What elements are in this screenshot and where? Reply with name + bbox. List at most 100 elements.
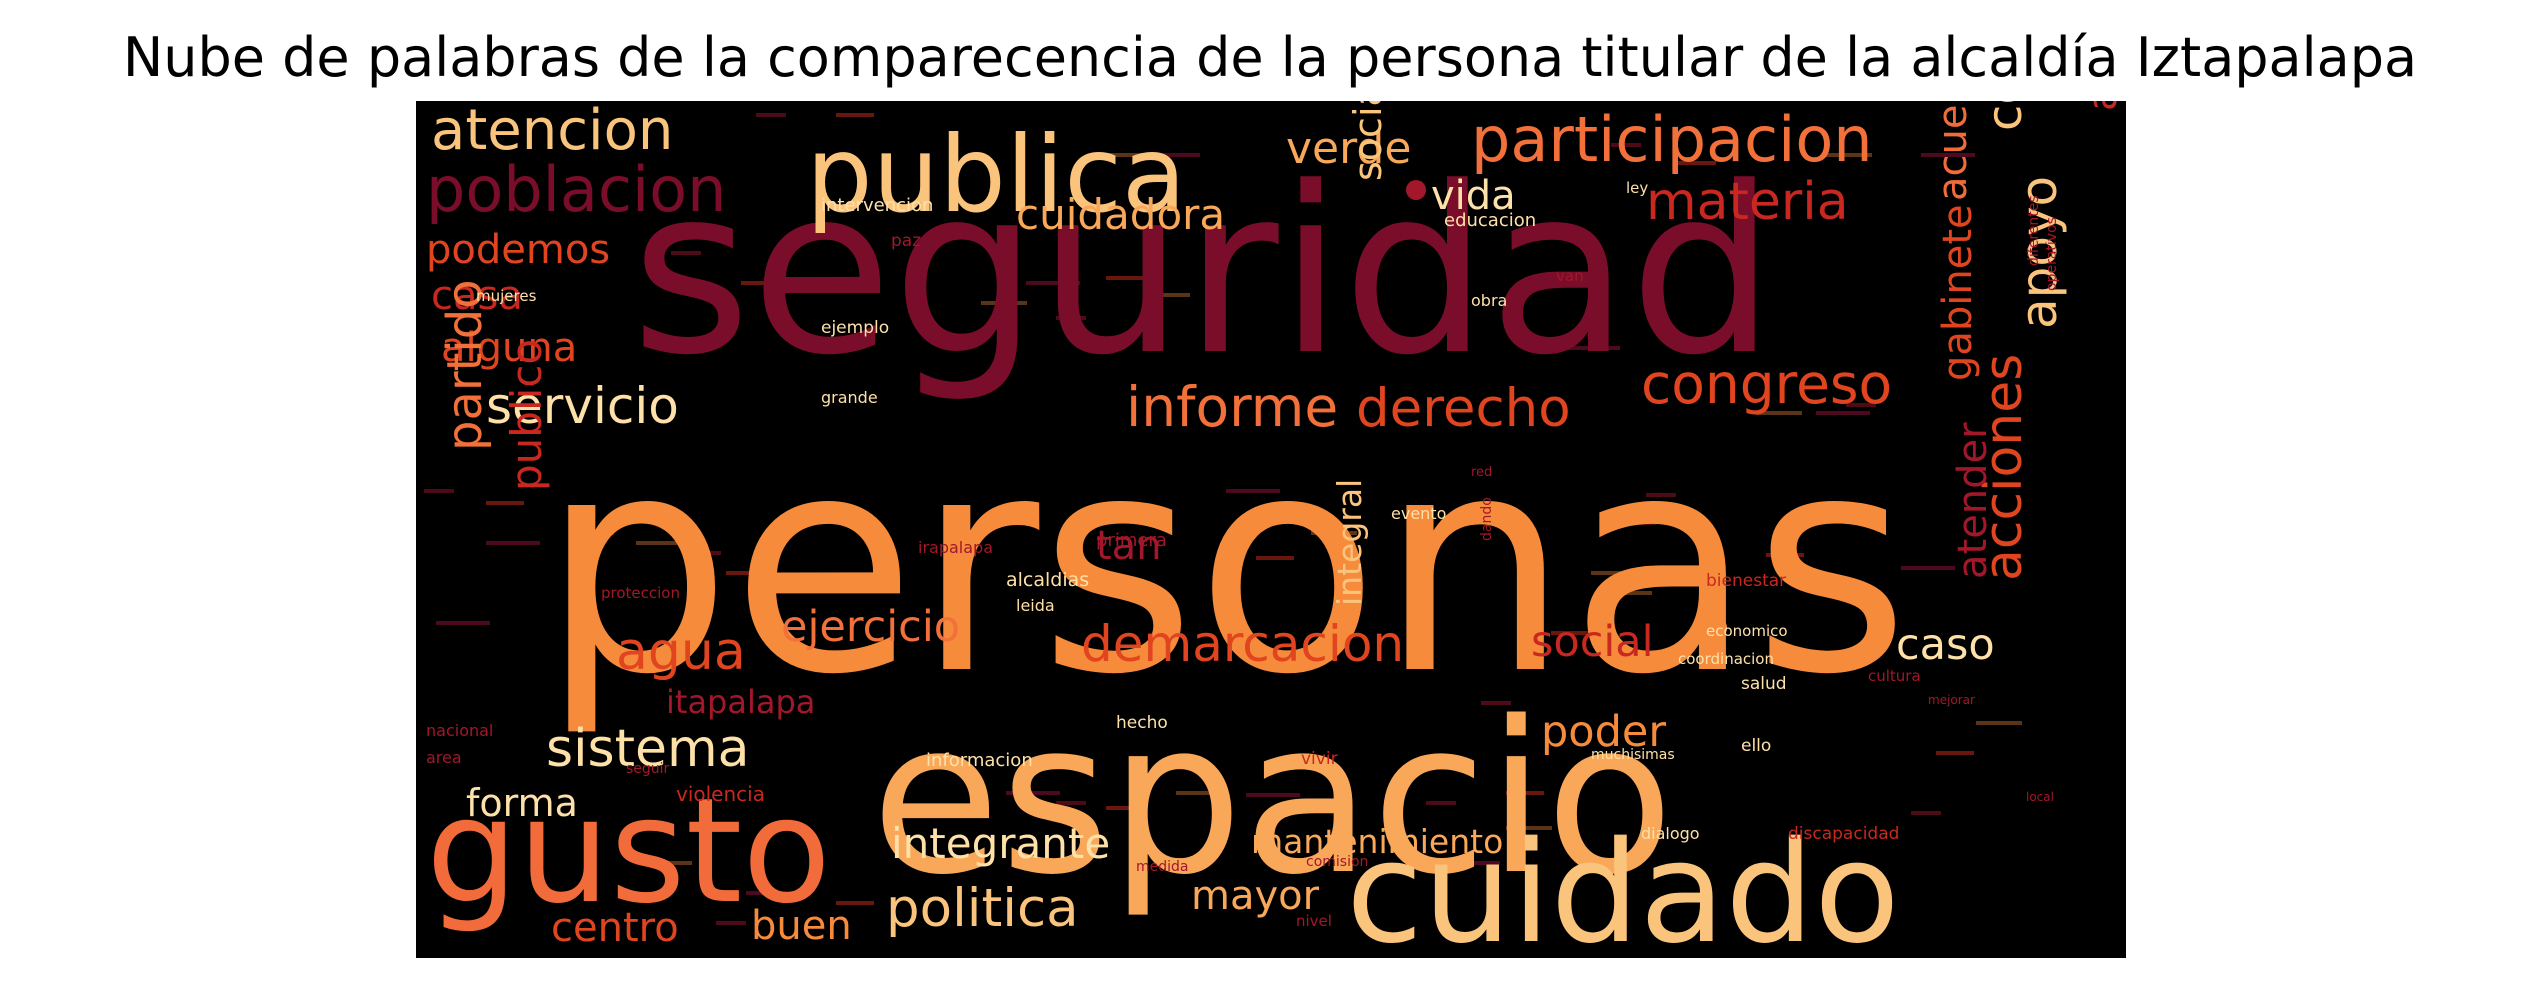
word-educacion: educacion	[1444, 210, 1536, 231]
word-leida: leida	[1016, 596, 1055, 615]
filler-word-mark	[981, 301, 1027, 305]
filler-word-mark	[1176, 791, 1222, 795]
filler-word-mark	[1506, 826, 1552, 830]
word-demarcacion: demarcacion	[1081, 615, 1404, 673]
word-cloud: personas seguridad espacio cuidado gusto publ…	[416, 101, 2126, 958]
word-discapacidad: discapacidad	[1788, 824, 1899, 844]
word-salud: salud	[1741, 674, 1787, 694]
filler-word-mark	[1481, 701, 1511, 705]
word-economico: economico	[1706, 622, 1788, 640]
word-informe: informe	[1126, 375, 1338, 439]
filler-word-mark	[646, 861, 692, 865]
word-ley: ley	[1626, 179, 1648, 197]
word-materia: materia	[1646, 172, 1849, 232]
word-congreso: congreso	[1641, 352, 1892, 416]
word-bienestar: bienestar	[1706, 571, 1786, 591]
word-caso: caso	[1896, 620, 1995, 670]
word-tan: tan	[1096, 523, 1162, 569]
word-sistema: sistema	[546, 719, 750, 779]
word-itapalapa: itapalapa	[666, 683, 815, 721]
filler-word-mark	[424, 489, 454, 493]
filler-word-mark	[1246, 793, 1300, 797]
filler-word-mark	[1901, 566, 1955, 570]
filler-word-mark	[1144, 293, 1190, 297]
filler-word-mark	[1826, 153, 1872, 157]
filler-word-mark	[1106, 276, 1144, 280]
word-podemos: podemos	[426, 227, 610, 273]
word-acuerdo: acuerdo	[1930, 101, 1976, 201]
filler-word-mark	[741, 281, 779, 285]
word-red: red	[1471, 465, 1492, 480]
word-diferentes: diferentes	[2026, 195, 2042, 266]
filler-word-mark	[746, 891, 800, 895]
filler-word-mark	[1026, 281, 1080, 285]
word-acciones: acciones	[1974, 354, 2034, 581]
filler-word-mark	[1146, 153, 1200, 157]
filler-word-mark	[1551, 631, 1589, 635]
filler-word-mark	[1226, 489, 1280, 493]
filler-word-mark	[1846, 403, 1876, 407]
word-medida: medida	[1136, 859, 1189, 875]
word-espacio: espacio	[871, 676, 1674, 921]
filler-word-mark	[1626, 521, 1656, 525]
word-cuidado: cuidado	[1346, 812, 1900, 958]
word-gabinete: gabinete	[1935, 204, 1981, 381]
word-apoyo: apoyo	[2010, 176, 2068, 329]
word-coordinacion: coordinacion	[1678, 650, 1774, 668]
filler-word-mark	[1006, 791, 1060, 795]
filler-word-mark	[776, 586, 822, 590]
word-paz: paz	[891, 231, 921, 251]
word-van: van	[1556, 267, 1584, 285]
word-personas: personas	[541, 391, 1909, 740]
word-dialogo: dialogo	[1641, 824, 1700, 843]
word-gusto: gusto	[426, 767, 831, 936]
filler-word-mark	[716, 921, 746, 925]
word-atencion: atencion	[431, 101, 673, 163]
filler-word-mark	[836, 113, 874, 117]
filler-word-mark	[1936, 751, 1974, 755]
filler-word-mark	[1256, 556, 1294, 560]
filler-word-mark	[1921, 153, 1975, 157]
filler-word-mark	[1106, 806, 1144, 810]
figure-title: Nube de palabras de la comparecencia de …	[122, 26, 2418, 89]
filler-word-mark	[836, 901, 874, 905]
word-participacion: participacion	[1471, 103, 1873, 176]
word-sociales: sociales	[1346, 101, 1390, 181]
filler-word-mark	[1056, 316, 1086, 320]
filler-word-mark	[1106, 153, 1152, 157]
word-seguridad: seguridad	[631, 139, 1776, 406]
word-dando: dando	[1479, 497, 1495, 541]
word-proteccion: proteccion	[601, 584, 680, 602]
filler-word-mark	[756, 113, 786, 117]
word-integral: integral	[1330, 479, 1369, 606]
word-vivir: vivir	[1301, 749, 1338, 769]
word-local: local	[2026, 790, 2054, 804]
filler-word-mark	[1311, 531, 1357, 535]
word-primera: primera	[1096, 530, 1167, 551]
word-irapalapa: irapalapa	[918, 538, 993, 557]
filler-word-mark	[1446, 861, 1500, 865]
filler-word-mark	[1816, 411, 1870, 415]
word-atender: atender	[1950, 422, 1996, 579]
filler-word-mark	[436, 621, 490, 625]
word-poder: poder	[1541, 707, 1666, 757]
filler-word-mark	[1426, 801, 1456, 805]
word-informacion: informacion	[926, 750, 1033, 771]
filler-word-mark	[1506, 791, 1544, 795]
filler-word-mark	[1976, 721, 2022, 725]
word-cultura: cultura	[1868, 667, 1921, 685]
filler-word-mark	[636, 541, 682, 545]
word-vida: vida	[1431, 173, 1516, 219]
word-comision: comision	[1306, 854, 1368, 870]
word-alguna: alguna	[441, 325, 577, 371]
word-poblacion: poblacion	[426, 153, 726, 226]
filler-word-mark	[726, 571, 764, 575]
word-politica: politica	[886, 878, 1079, 939]
word-partido: partido	[437, 279, 493, 451]
word-publico: publico	[502, 339, 551, 491]
filler-word-mark	[1646, 493, 1676, 497]
word-muchisimas: muchisimas	[1591, 747, 1675, 763]
filler-word-mark	[1756, 411, 1802, 415]
word-mantenimiento: mantenimiento	[1251, 822, 1503, 861]
